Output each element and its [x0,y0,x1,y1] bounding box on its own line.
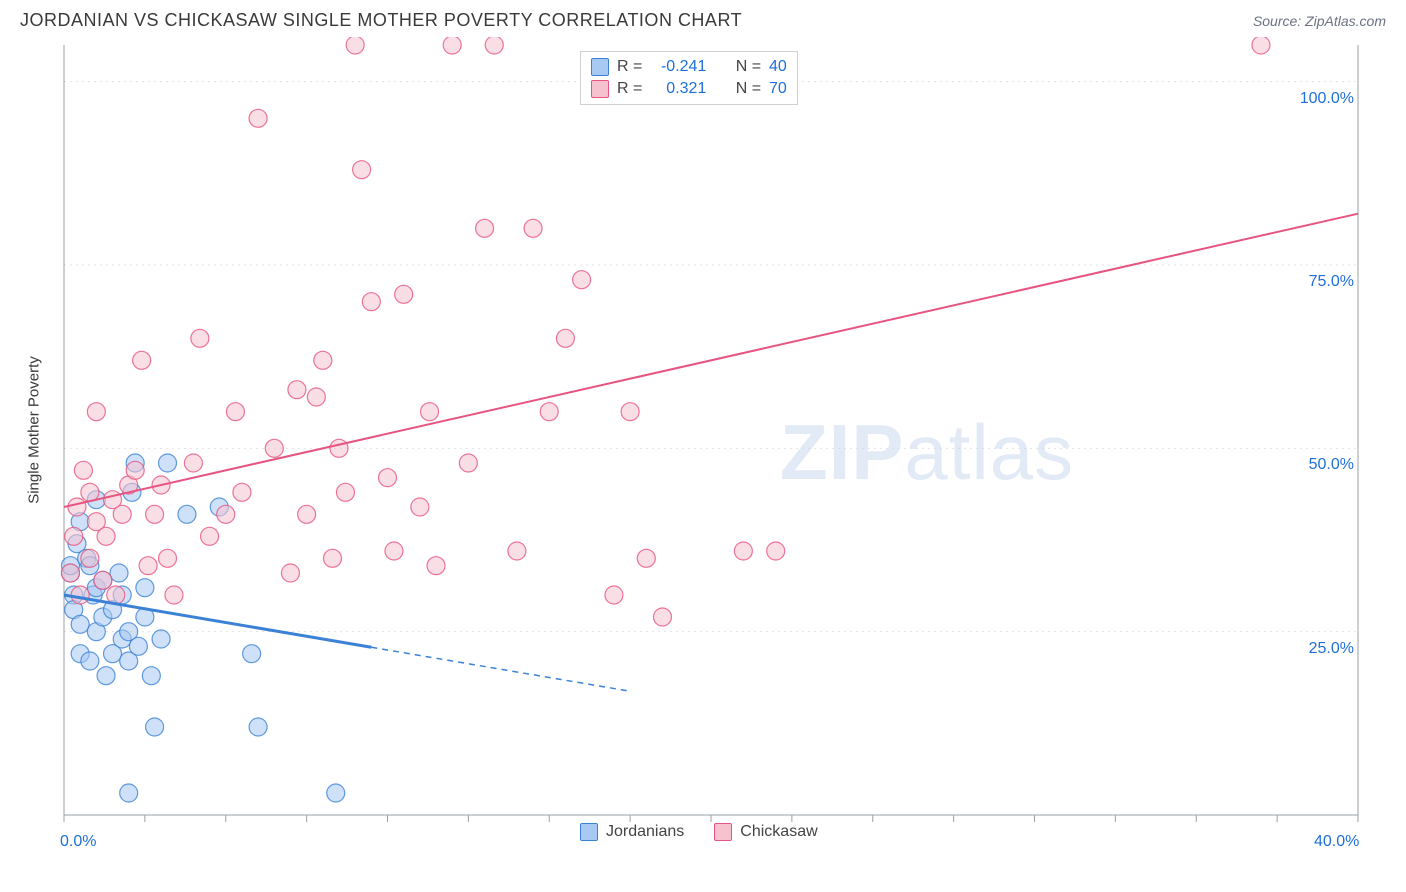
y-tick-label: 50.0% [1298,456,1354,474]
legend-label: Jordanians [606,823,684,841]
y-tick-label: 100.0% [1298,90,1354,108]
y-tick-label: 75.0% [1298,273,1354,291]
stat-row: R = -0.241 N = 40 [591,56,787,78]
x-tick-label: 40.0% [1314,833,1359,851]
chart-title: JORDANIAN VS CHICKASAW SINGLE MOTHER POV… [20,10,742,31]
scatter-plot [20,37,1386,869]
series-swatch-icon [591,80,609,98]
x-tick-label: 0.0% [60,833,96,851]
legend-swatch-icon [580,823,598,841]
legend-bottom: Jordanians Chickasaw [580,823,818,841]
stat-row: R = 0.321 N = 70 [591,78,787,100]
legend-item: Jordanians [580,823,684,841]
legend-swatch-icon [714,823,732,841]
chart-container: Single Mother Poverty ZIPatlas R = -0.24… [20,37,1386,869]
correlation-stats-box: R = -0.241 N = 40R = 0.321 N = 70 [580,51,798,105]
legend-label: Chickasaw [740,823,817,841]
series-swatch-icon [591,58,609,76]
legend-item: Chickasaw [714,823,817,841]
y-tick-label: 25.0% [1298,640,1354,658]
source-attribution: Source: ZipAtlas.com [1253,13,1386,29]
y-axis-label: Single Mother Poverty [26,356,43,504]
